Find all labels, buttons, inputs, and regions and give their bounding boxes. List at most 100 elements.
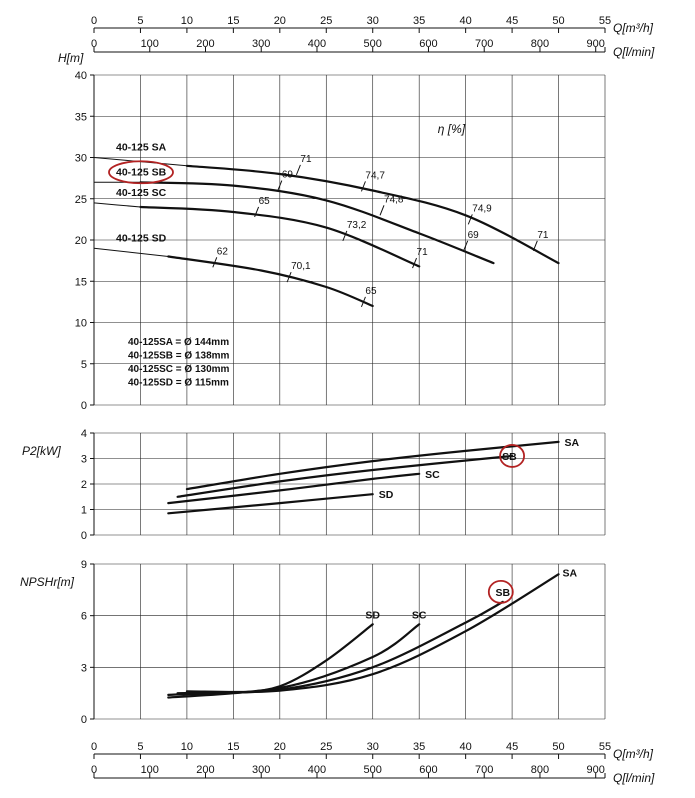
power-curve-sb xyxy=(176,454,514,498)
efficiency-label: 73,2 xyxy=(347,220,367,231)
diameter-legend-entry: 40-125SA = Ø 144mm xyxy=(128,337,229,348)
diameter-legend-entry: 40-125SD = Ø 115mm xyxy=(128,377,229,388)
efficiency-label: 65 xyxy=(259,196,271,207)
top-lmin-tick-label: 600 xyxy=(419,38,437,50)
efficiency-tick xyxy=(342,230,348,242)
power-curve-sa xyxy=(185,440,560,491)
top-lmin-tick-label: 200 xyxy=(196,38,214,50)
head-curve-40-125-sc xyxy=(139,205,421,268)
head-curve-leadin-40-125-sc xyxy=(93,202,141,208)
npshr-series-label: SC xyxy=(412,609,427,621)
head-y-tick-label: 10 xyxy=(75,318,87,330)
bottom-lmin-tick-label: 800 xyxy=(531,764,549,776)
diameter-legend-entry: 40-125SC = Ø 130mm xyxy=(128,364,230,375)
bottom-m3h-tick-label: 15 xyxy=(227,741,239,753)
head-highlight-ellipse xyxy=(108,160,174,185)
head-y-tick-label: 40 xyxy=(75,70,87,82)
top-lmin-tick-label: 500 xyxy=(364,38,382,50)
power-y-tick-label: 1 xyxy=(81,505,87,517)
efficiency-label: 69 xyxy=(282,170,294,181)
bottom-m3h-tick-label: 45 xyxy=(506,741,518,753)
npshr-y-tick-label: 0 xyxy=(81,714,87,726)
top-m3h-tick-label: 10 xyxy=(181,15,193,27)
power-series-label: SD xyxy=(379,489,394,501)
npshr-highlight-circle xyxy=(487,579,514,604)
npshr-series-label: SD xyxy=(365,609,380,621)
efficiency-tick xyxy=(360,181,366,192)
efficiency-label: 69 xyxy=(468,230,480,241)
npshr-y-tick-label: 9 xyxy=(81,559,87,571)
bottom-lmin-tick-label: 900 xyxy=(587,764,605,776)
top-lmin-tick-label: 800 xyxy=(531,38,549,50)
top-lmin-tick-label: 700 xyxy=(475,38,493,50)
npshr-y-tick-label: 6 xyxy=(81,611,87,623)
power-highlight-circle xyxy=(499,444,525,468)
efficiency-label: 74,9 xyxy=(472,203,492,214)
head-y-tick-label: 35 xyxy=(75,111,87,123)
npshr-curve-sc xyxy=(167,623,421,696)
head-curve-label: 40-125 SB xyxy=(116,166,167,178)
head-curve-leadin-40-125-sd xyxy=(93,247,169,257)
top-m3h-axis-title: Q[m³/h] xyxy=(613,21,654,35)
bottom-lmin-tick-label: 700 xyxy=(475,764,493,776)
bottom-lmin-tick-label: 0 xyxy=(91,764,97,776)
bottom-m3h-tick-label: 50 xyxy=(552,741,564,753)
npshr-y-axis-title: NPSHr[m] xyxy=(20,575,75,589)
efficiency-tick xyxy=(379,205,385,216)
power-y-tick-label: 3 xyxy=(81,454,87,466)
efficiency-tick xyxy=(360,296,366,308)
head-y-tick-label: 5 xyxy=(81,359,87,371)
power-series-label: SB xyxy=(502,451,517,463)
bottom-m3h-tick-label: 35 xyxy=(413,741,425,753)
head-curve-label: 40-125 SC xyxy=(116,187,167,199)
efficiency-label: 62 xyxy=(217,246,229,257)
efficiency-axis-title: η [%] xyxy=(438,122,466,136)
power-series-label: SC xyxy=(425,469,440,481)
bottom-lmin-axis-title: Q[l/min] xyxy=(613,771,655,785)
bottom-lmin-tick-label: 300 xyxy=(252,764,270,776)
head-curve-label: 40-125 SD xyxy=(116,232,167,244)
npshr-series-label: SB xyxy=(496,587,511,599)
head-y-tick-label: 25 xyxy=(75,194,87,206)
efficiency-tick xyxy=(295,164,301,176)
efficiency-tick xyxy=(254,206,260,218)
top-lmin-tick-label: 900 xyxy=(587,38,605,50)
efficiency-label: 65 xyxy=(365,286,377,297)
efficiency-tick xyxy=(286,271,292,283)
bottom-m3h-tick-label: 55 xyxy=(599,741,611,753)
top-lmin-tick-label: 0 xyxy=(91,38,97,50)
bottom-lmin-tick-label: 400 xyxy=(308,764,326,776)
top-lmin-tick-label: 100 xyxy=(141,38,159,50)
top-m3h-tick-label: 15 xyxy=(227,15,239,27)
npshr-y-tick-label: 3 xyxy=(81,662,87,674)
bottom-m3h-tick-label: 10 xyxy=(181,741,193,753)
power-y-tick-label: 4 xyxy=(81,428,87,440)
efficiency-tick xyxy=(412,257,418,269)
head-y-tick-label: 30 xyxy=(75,153,87,165)
power-y-tick-label: 2 xyxy=(81,479,87,491)
bottom-m3h-axis-title: Q[m³/h] xyxy=(613,747,654,761)
head-curve-label: 40-125 SA xyxy=(116,142,167,154)
efficiency-tick xyxy=(467,214,473,225)
bottom-lmin-tick-label: 600 xyxy=(419,764,437,776)
top-m3h-tick-label: 0 xyxy=(91,15,97,27)
diameter-legend-entry: 40-125SB = Ø 138mm xyxy=(128,350,230,361)
head-y-tick-label: 0 xyxy=(81,400,87,412)
bottom-m3h-tick-label: 40 xyxy=(460,741,472,753)
efficiency-tick xyxy=(212,257,218,268)
efficiency-tick xyxy=(532,240,538,251)
bottom-lmin-tick-label: 500 xyxy=(364,764,382,776)
bottom-m3h-tick-label: 25 xyxy=(320,741,332,753)
head-curve-40-125-sa xyxy=(185,164,560,265)
top-m3h-tick-label: 55 xyxy=(599,15,611,27)
npshr-curve-sd xyxy=(167,623,374,699)
bottom-m3h-tick-label: 30 xyxy=(367,741,379,753)
efficiency-label: 74,7 xyxy=(365,170,385,181)
efficiency-label: 70,1 xyxy=(291,261,311,272)
efficiency-label: 71 xyxy=(537,230,549,241)
top-m3h-tick-label: 5 xyxy=(137,15,143,27)
efficiency-tick xyxy=(463,240,469,251)
power-curve-sd xyxy=(167,493,374,515)
